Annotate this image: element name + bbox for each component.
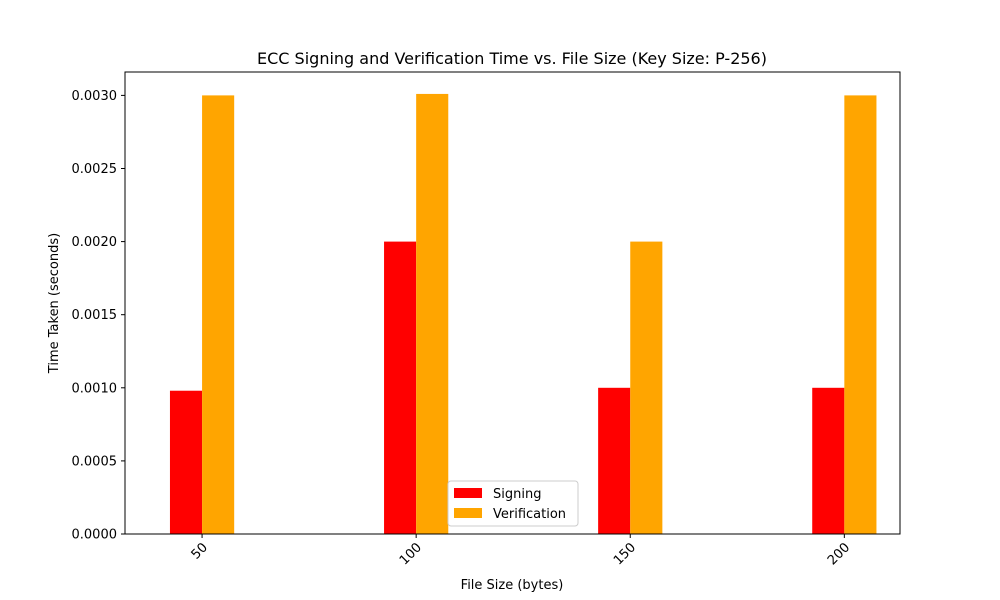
- bar-signing-200: [812, 387, 845, 534]
- bar-verification-150: [630, 241, 663, 534]
- legend-label-signing: Signing: [493, 487, 541, 502]
- y-tick-label: 0.0000: [72, 528, 118, 543]
- bar-signing-150: [598, 387, 631, 534]
- bar-verification-50: [202, 95, 235, 535]
- x-axis-label: File Size (bytes): [461, 578, 564, 593]
- x-tick-label: 200: [825, 540, 853, 568]
- chart-title: ECC Signing and Verification Time vs. Fi…: [257, 49, 767, 68]
- legend-swatch-verification: [454, 508, 482, 518]
- y-tick-label: 0.0020: [72, 235, 118, 250]
- y-tick-label: 0.0015: [72, 308, 118, 323]
- x-tick-label: 150: [611, 540, 639, 568]
- legend-label-verification: Verification: [493, 507, 566, 522]
- y-tick-label: 0.0010: [72, 381, 118, 396]
- y-tick-label: 0.0025: [72, 162, 118, 177]
- plot-frame: [124, 71, 901, 535]
- y-tick-label: 0.0005: [72, 454, 118, 469]
- bar-signing-100: [384, 241, 417, 534]
- bar-verification-100: [416, 93, 449, 534]
- x-tick-label: 100: [397, 540, 425, 568]
- y-axis-label: Time Taken (seconds): [47, 233, 62, 374]
- x-tick-label: 50: [189, 540, 211, 562]
- y-tick-label: 0.0030: [72, 89, 118, 104]
- bar-signing-50: [169, 390, 203, 534]
- legend-swatch-signing: [454, 488, 482, 498]
- bar-verification-200: [844, 95, 877, 535]
- legend: Signing Verification: [447, 480, 579, 527]
